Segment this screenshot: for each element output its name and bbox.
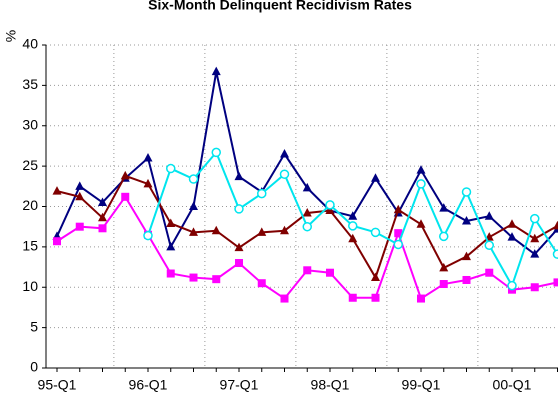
marker — [484, 211, 494, 220]
marker — [439, 280, 448, 289]
marker — [75, 191, 85, 201]
marker — [507, 219, 517, 228]
marker — [461, 187, 472, 197]
marker — [98, 197, 107, 206]
marker — [348, 221, 358, 231]
marker — [462, 275, 471, 284]
marker — [166, 269, 175, 278]
x-tick-label: 00-Q1 — [493, 377, 532, 393]
marker — [416, 219, 426, 228]
marker — [235, 259, 243, 268]
marker — [530, 249, 540, 258]
marker — [416, 179, 426, 189]
marker — [302, 182, 312, 192]
marker — [371, 293, 380, 302]
y-tick-label: 20 — [22, 197, 38, 213]
marker — [393, 204, 403, 214]
y-tick-label: 35 — [22, 76, 38, 92]
marker — [121, 192, 130, 201]
marker — [75, 181, 85, 190]
marker — [211, 66, 221, 76]
x-tick-label: 97-Q1 — [220, 377, 259, 393]
marker — [416, 165, 426, 174]
marker — [166, 163, 176, 174]
marker — [507, 280, 517, 291]
marker — [325, 200, 335, 210]
marker — [143, 230, 153, 241]
marker — [439, 203, 449, 212]
x-tick-label: 95-Q1 — [38, 377, 77, 393]
marker — [370, 227, 381, 238]
marker — [371, 173, 380, 182]
marker — [348, 293, 357, 302]
marker — [485, 268, 494, 277]
marker — [325, 205, 335, 215]
marker — [98, 224, 107, 233]
marker — [234, 171, 244, 181]
marker — [188, 174, 199, 184]
y-tick-label: 15 — [22, 238, 38, 254]
x-tick-label: 99-Q1 — [402, 377, 441, 393]
y-tick-label: 0 — [30, 359, 38, 375]
marker — [234, 242, 244, 252]
chart-title: Six-Month Delinquent Recidivism Rates — [148, 0, 412, 13]
marker — [462, 216, 471, 225]
x-tick-label: 98-Q1 — [311, 377, 350, 393]
marker — [439, 262, 449, 272]
marker — [530, 283, 539, 292]
marker — [280, 294, 289, 303]
marker — [211, 225, 221, 235]
marker — [302, 221, 312, 232]
marker — [553, 278, 558, 287]
marker — [326, 268, 334, 277]
marker — [280, 149, 289, 158]
x-tick-label: 96-Q1 — [129, 377, 168, 393]
marker — [394, 229, 403, 238]
marker — [212, 275, 221, 284]
y-axis-label: % — [3, 30, 19, 42]
marker — [75, 222, 84, 231]
marker — [484, 240, 494, 251]
marker — [507, 232, 517, 241]
marker — [302, 207, 312, 217]
marker — [257, 227, 267, 236]
marker — [279, 169, 290, 179]
marker — [530, 213, 540, 224]
marker — [53, 237, 61, 246]
y-tick-label: 5 — [30, 318, 38, 334]
y-tick-label: 30 — [22, 116, 38, 132]
y-tick-label: 10 — [22, 278, 38, 294]
marker — [553, 220, 558, 230]
marker — [417, 294, 425, 303]
marker — [280, 225, 289, 235]
marker — [552, 249, 558, 259]
marker — [143, 153, 153, 162]
marker — [462, 251, 471, 261]
marker — [166, 241, 176, 251]
y-tick-label: 40 — [22, 36, 38, 52]
marker — [143, 178, 153, 188]
marker — [189, 227, 198, 236]
marker — [348, 211, 358, 220]
marker — [257, 279, 266, 288]
marker — [257, 188, 267, 199]
marker — [234, 204, 244, 214]
marker — [393, 239, 403, 250]
marker — [189, 273, 198, 282]
marker — [211, 147, 221, 158]
marker — [439, 231, 449, 242]
marker — [303, 266, 312, 275]
marker — [52, 186, 62, 195]
y-tick-label: 25 — [22, 157, 38, 173]
marker — [120, 170, 130, 180]
marker — [166, 218, 176, 227]
marker — [98, 212, 107, 222]
marker — [530, 233, 540, 243]
marker — [189, 201, 198, 210]
marker — [371, 272, 380, 282]
marker — [348, 233, 358, 243]
